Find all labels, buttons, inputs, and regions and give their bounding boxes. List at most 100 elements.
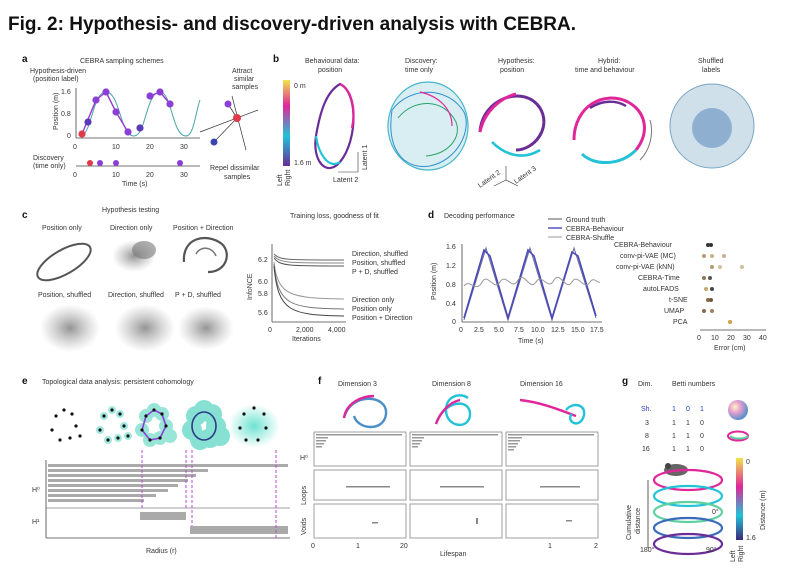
panel-b-col-header: Shuffled [698, 58, 724, 65]
panel-b-col-header: position [318, 67, 342, 74]
decoding-ytick: 0 [452, 319, 456, 326]
decoding-xtick: 15.0 [571, 327, 585, 334]
discovery-xtick: 30 [180, 172, 188, 179]
betti-value: 1 [686, 433, 690, 440]
decoding-xtick: 0 [459, 327, 463, 334]
repel-label: Repel dissimilar [210, 165, 260, 172]
panel-a-xtick: 0 [73, 144, 77, 151]
discovery-xtick: 0 [73, 172, 77, 179]
loss-xtick: 0 [268, 327, 272, 334]
hypothesis-embedding [478, 94, 546, 152]
h0-label: H⁰ [32, 486, 40, 494]
loss-legend-item: Direction, shuffled [352, 251, 408, 258]
betti-row-dim: 16 [642, 446, 650, 453]
dimension-label: Dimension 3 [338, 381, 377, 388]
dim-header: Dim. [638, 381, 652, 388]
panel-e-xlabel: Radius (r) [146, 548, 177, 555]
panel-b-col-header: Hybrid: [598, 58, 620, 65]
hybrid-embedding-segment [580, 148, 638, 165]
method-label: CEBRA-Time [638, 275, 680, 282]
error-xtick: 20 [727, 335, 735, 342]
betti-value: 0 [686, 406, 690, 413]
sphere-icon [728, 400, 748, 420]
hybrid-arrow [639, 119, 653, 161]
loss-header: Training loss, goodness of fit [290, 213, 379, 220]
lifespan-xtick: 20 [400, 543, 408, 550]
method-label: autoLFADS [643, 286, 679, 293]
latent-label: Latent 2 [477, 169, 502, 189]
lifespan-xtick: 1 [548, 543, 552, 550]
colorbar-direction: Left [277, 174, 284, 186]
h0-bars [48, 464, 288, 502]
betti-value: 1 [700, 406, 704, 413]
dimension-label: Dimension 8 [432, 381, 471, 388]
error-xtick: 40 [759, 335, 767, 342]
panel-a-ytick: 1.6 [61, 89, 71, 96]
discovery-xtick: 10 [112, 172, 120, 179]
lifespan-xtick: 2 [594, 543, 598, 550]
decoding-xtick: 2.5 [474, 327, 484, 334]
betti-value: 1 [672, 446, 676, 453]
error-xlabel: Error (cm) [714, 345, 746, 352]
positive-sample [224, 100, 232, 108]
latent-axis [493, 179, 507, 187]
hybrid-embedding [572, 96, 646, 151]
panel-a: a CEBRA sampling schemes Hypothesis-driv… [22, 54, 260, 188]
cebra-shuffle-trace [463, 277, 601, 288]
betti-value: 0 [700, 420, 704, 427]
reference-sample [233, 114, 241, 122]
loop-barcodes [346, 486, 580, 488]
method-label: conv-pi-VAE (kNN) [616, 264, 675, 271]
panel-e: e Topological data analysis: persistent … [22, 376, 290, 555]
panel-b-col-header: Hypothesis: [498, 58, 535, 65]
betti-table: Sh. 1 0 1 3 1 1 0 8 1 1 0 16 1 1 0 [641, 406, 704, 453]
betti-value: 0 [700, 446, 704, 453]
method-labels: CEBRA-Behaviour conv-pi-VAE (MC) conv-pi… [614, 242, 688, 326]
colorbar-direction: Left [730, 550, 737, 562]
torus-icon-segment [729, 435, 749, 440]
behaviour-embedding-segment [314, 135, 341, 165]
discovery-xtick: 20 [146, 172, 154, 179]
panel-a-xtick: 10 [112, 144, 120, 151]
panel-a-ytick: 0.8 [61, 111, 71, 118]
attract-label: samples [232, 84, 259, 91]
decoding-xlabel: Time (s) [518, 338, 543, 345]
sampled-positive-path [81, 90, 129, 135]
panel-c: c Hypothesis testing Position only Direc… [22, 207, 413, 352]
panel-c-label: Direction, shuffled [108, 292, 164, 299]
h0-barcodes [316, 434, 594, 451]
distance-colorbar [736, 458, 743, 540]
repel-label: samples [224, 174, 251, 181]
pd-shuffled-embedding [178, 306, 234, 350]
position-trace [79, 91, 201, 137]
lifespan-xtick: 1 [356, 543, 360, 550]
panel-a-xlabel: Time (s) [122, 181, 147, 188]
dim16-embedding-segment [565, 403, 586, 425]
panel-f-letter: f [318, 376, 322, 387]
purple-samples [84, 88, 174, 136]
barcode-frames [313, 431, 599, 539]
hypothesis-embedding-segment [478, 92, 517, 133]
betti-value: 1 [672, 433, 676, 440]
panel-d-letter: d [428, 210, 434, 221]
angle-label: 180° [640, 546, 655, 554]
betti-value: 1 [672, 420, 676, 427]
colorbar-label: 0 [746, 459, 750, 466]
loss-ytick: 6.2 [258, 257, 268, 264]
dim3-embedding-segment [342, 394, 375, 419]
panel-b-col-header: position [500, 67, 524, 74]
position-colorbar [283, 80, 290, 166]
ground-truth-trace [463, 246, 597, 322]
discovery-sublabel: (time only) [33, 163, 66, 170]
panel-b-col-header: time only [405, 67, 434, 74]
discovery-samples [87, 160, 183, 166]
voids-label: Voids [301, 517, 308, 535]
colorbar-label: 1.6 m [294, 160, 312, 167]
loss-ytick: 5.8 [258, 291, 268, 298]
decoding-xtick: 5.0 [494, 327, 504, 334]
repel-arrow [213, 117, 238, 143]
colorbar-label: 0 m [294, 83, 306, 90]
loss-legend-item: P + D, shuffled [352, 269, 398, 276]
panel-g: g Dim. Betti numbers Sh. 1 0 1 3 1 1 0 8… [622, 376, 767, 562]
